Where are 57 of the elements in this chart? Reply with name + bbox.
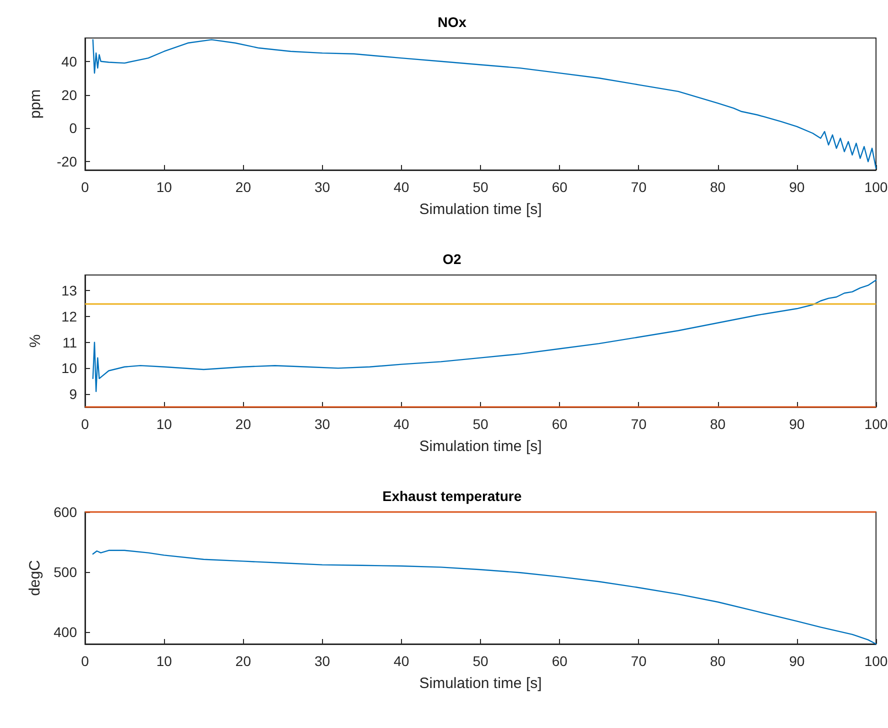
x-tick-label: 60: [552, 653, 568, 669]
x-axis-title: Simulation time [s]: [419, 675, 542, 692]
x-tick-label: 0: [81, 416, 90, 432]
x-tick-label: 60: [552, 416, 568, 432]
chart-title: NOx: [438, 14, 467, 30]
line-series: [92, 550, 877, 645]
x-tick-label: 50: [472, 416, 488, 432]
x-tick-label: 70: [630, 179, 647, 195]
line-series: [92, 280, 877, 392]
x-tick-label: 60: [552, 179, 568, 195]
y-tick-label: 20: [61, 86, 78, 103]
x-tick-label: 100: [864, 416, 888, 432]
y-tick-label: 500: [54, 564, 78, 580]
x-tick-label: 50: [472, 653, 488, 669]
x-tick-label: 100: [864, 179, 888, 195]
x-tick-label: 30: [314, 416, 330, 432]
y-tick-label: 40: [61, 53, 78, 70]
y-tick-label: 10: [61, 360, 78, 376]
y-tick-label: 13: [61, 282, 78, 299]
y-axis-title: %: [27, 334, 44, 348]
x-tick-label: 40: [394, 653, 410, 669]
x-tick-label: 20: [235, 416, 252, 432]
x-tick-label: 70: [630, 653, 647, 669]
y-tick-label: 600: [54, 504, 78, 520]
x-tick-label: 40: [394, 416, 410, 432]
x-tick-label: 20: [235, 179, 252, 195]
x-tick-label: 30: [314, 179, 330, 195]
x-tick-label: 80: [710, 416, 726, 432]
x-tick-label: 70: [630, 416, 647, 432]
x-tick-label: 20: [235, 653, 252, 669]
x-tick-label: 100: [864, 653, 888, 669]
x-tick-label: 30: [314, 653, 330, 669]
y-axis-title: degC: [26, 560, 44, 596]
x-tick-label: 80: [710, 179, 726, 195]
chart-title: Exhaust temperature: [382, 488, 522, 504]
y-tick-label: -20: [56, 154, 78, 170]
x-axis-title: Simulation time [s]: [419, 438, 542, 455]
x-tick-label: 90: [789, 416, 805, 432]
y-tick-label: 12: [61, 308, 78, 324]
x-tick-label: 50: [472, 179, 488, 195]
x-tick-label: 10: [156, 653, 172, 669]
x-tick-label: 80: [710, 653, 726, 669]
y-tick-label: 0: [69, 120, 78, 136]
x-tick-label: 90: [789, 179, 805, 195]
y-tick-label: 9: [69, 386, 78, 402]
y-tick-label: 11: [62, 334, 78, 350]
x-tick-label: 90: [789, 653, 805, 669]
line-series: [92, 39, 877, 169]
x-axis-title: Simulation time [s]: [419, 201, 542, 218]
x-tick-label: 10: [156, 416, 172, 432]
x-tick-label: 40: [394, 179, 410, 195]
chart-title: O2: [442, 251, 462, 267]
x-tick-label: 0: [81, 179, 90, 195]
y-tick-label: 400: [54, 624, 78, 640]
x-tick-label: 0: [81, 653, 90, 669]
x-tick-label: 10: [156, 179, 172, 195]
y-axis-title: ppm: [27, 89, 44, 119]
